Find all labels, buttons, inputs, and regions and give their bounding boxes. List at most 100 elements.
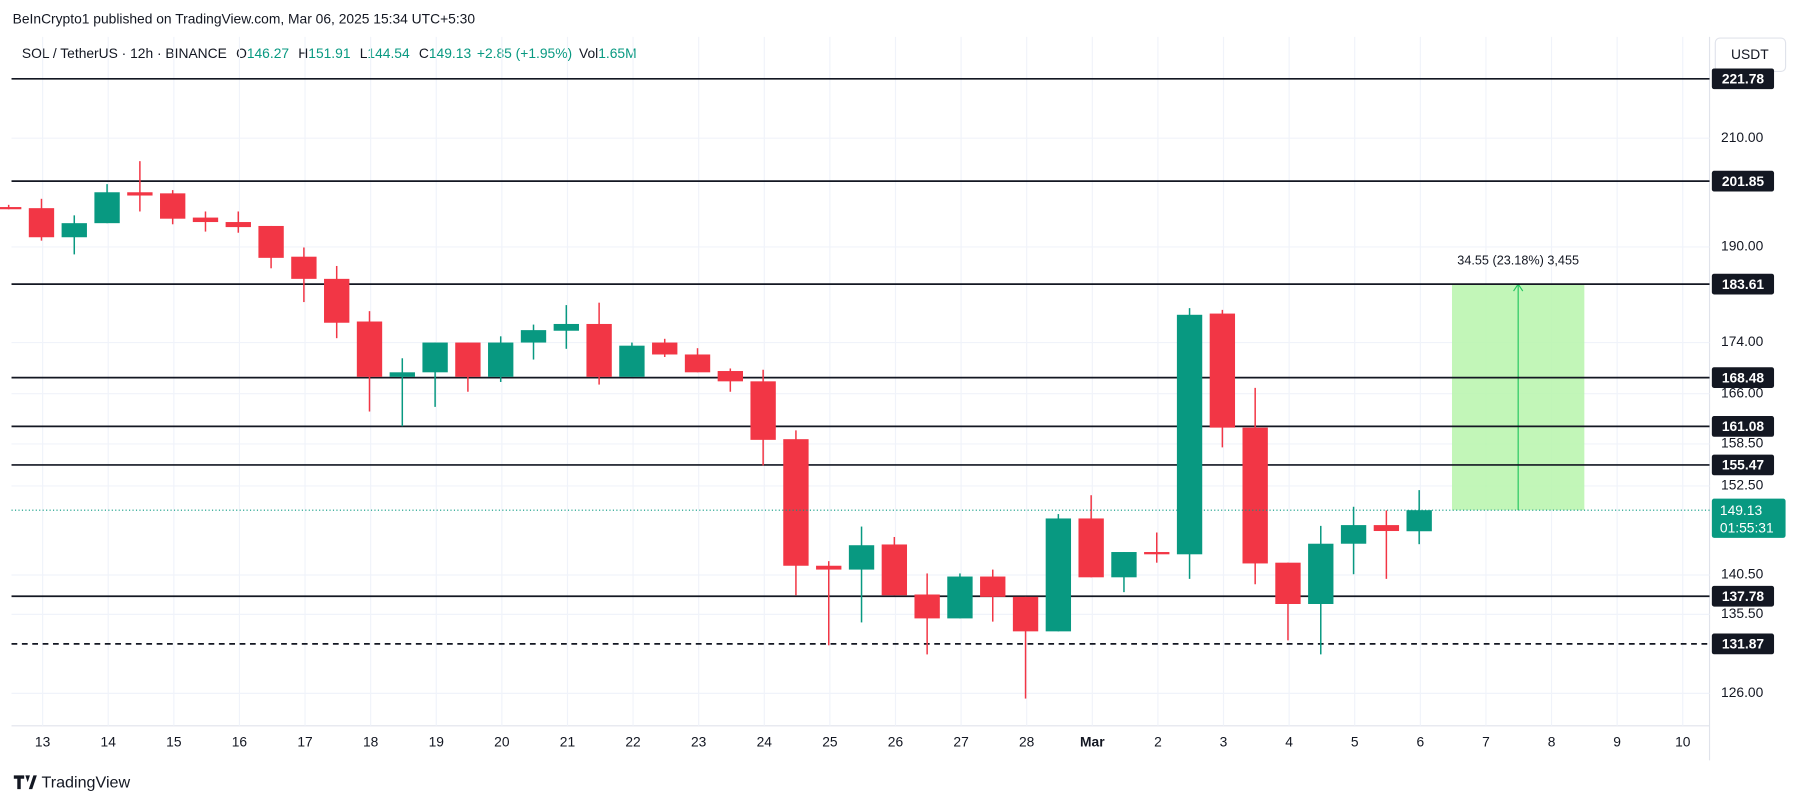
candle-body <box>0 207 22 210</box>
candle-body <box>848 545 875 570</box>
candle-body <box>1242 427 1268 564</box>
level-label: 221.78 <box>1722 71 1765 87</box>
candle-body <box>160 193 186 219</box>
candle-body <box>1308 543 1334 604</box>
candle-body <box>1012 596 1039 632</box>
legend-item: O <box>236 45 247 61</box>
legend-item: 149.13 <box>429 45 472 61</box>
x-tick-label: 5 <box>1351 734 1359 750</box>
y-tick-label: 152.50 <box>1721 477 1764 493</box>
level-label-box <box>1711 454 1775 476</box>
candle-body <box>1144 552 1170 555</box>
candle-body <box>684 354 711 373</box>
x-tick-label: 27 <box>953 734 968 750</box>
x-tick-label: 3 <box>1220 734 1228 750</box>
countdown-label: 01:55:31 <box>1720 519 1774 535</box>
x-tick-label: 25 <box>822 734 838 750</box>
level-label: 183.61 <box>1722 276 1765 292</box>
x-tick-label: 17 <box>297 734 312 750</box>
published-note: BeInCrypto1 published on TradingView.com… <box>13 10 476 26</box>
x-tick-label: 18 <box>363 734 379 750</box>
candle-body <box>1340 525 1367 544</box>
x-tick-label: 20 <box>494 734 510 750</box>
y-tick-label: 135.50 <box>1721 605 1764 621</box>
candle-body <box>816 565 842 570</box>
measure-label: 34.55 (23.18%) 3,455 <box>1457 253 1579 267</box>
candle-body <box>422 342 448 373</box>
level-label: 131.87 <box>1722 636 1765 652</box>
candle-body <box>389 372 415 377</box>
level-label-box <box>1711 633 1775 655</box>
x-tick-label: 23 <box>691 734 707 750</box>
y-tick-label: 140.50 <box>1721 566 1764 582</box>
level-label: 137.78 <box>1722 588 1765 604</box>
y-tick-label: 126.00 <box>1721 684 1764 700</box>
candle-body <box>127 192 153 196</box>
candle-body <box>619 345 645 377</box>
footer-brand: TradingView <box>41 774 130 792</box>
y-tick-label: 174.00 <box>1721 333 1764 349</box>
x-tick-label: 26 <box>888 734 904 750</box>
x-tick-label: 22 <box>625 734 640 750</box>
candle-body <box>1111 552 1137 578</box>
candle-body <box>455 342 481 377</box>
candle-body <box>947 576 973 619</box>
candle-body <box>750 381 776 440</box>
legend-item: 1.65M <box>598 45 636 61</box>
last-price-box <box>1711 498 1786 538</box>
footer-logo <box>13 775 37 790</box>
x-tick-label: 10 <box>1675 734 1691 750</box>
level-label: 201.85 <box>1722 173 1765 189</box>
candle-body <box>1275 562 1301 604</box>
level-label-box <box>1711 416 1775 437</box>
candle-body <box>225 222 251 228</box>
level-label: 155.47 <box>1722 457 1765 473</box>
x-tick-label: 19 <box>429 734 445 750</box>
legend-item: 144.54 <box>367 45 410 61</box>
x-tick-label: 15 <box>166 734 182 750</box>
level-label: 161.08 <box>1722 418 1765 434</box>
candle-body <box>783 439 809 566</box>
level-label-box <box>1711 585 1775 607</box>
legend-item: 146.27 <box>247 45 289 61</box>
x-tick-label: 4 <box>1285 734 1293 750</box>
level-label-box <box>1711 367 1775 388</box>
level-label-box <box>1711 68 1775 90</box>
candle-body <box>1209 313 1236 428</box>
x-tick-label: 6 <box>1416 734 1424 750</box>
candle-body <box>520 330 547 343</box>
candle-body <box>1373 525 1400 532</box>
level-label-box <box>1711 273 1775 295</box>
x-tick-label: 28 <box>1019 734 1035 750</box>
x-tick-label: 8 <box>1548 734 1556 750</box>
x-tick-label: 24 <box>757 734 773 750</box>
candle-body <box>586 323 612 377</box>
currency[interactable]: USDT <box>1731 46 1769 62</box>
candle-body <box>717 371 743 382</box>
x-tick-label: Mar <box>1080 734 1105 750</box>
legend-item: 151.91 <box>308 45 350 61</box>
legend-item: +2.85 (+1.95%) <box>477 45 572 61</box>
candle-body <box>61 223 87 238</box>
candle-body <box>1045 518 1072 632</box>
candle-body <box>28 208 55 238</box>
candle-body <box>291 256 317 279</box>
candle-body <box>881 544 908 596</box>
candle-body <box>1176 314 1203 555</box>
candle-body <box>914 594 940 619</box>
candle-body <box>258 225 284 258</box>
y-tick-label: 210.00 <box>1721 129 1764 145</box>
x-tick-label: 16 <box>232 734 248 750</box>
legend-item: Vol <box>579 45 598 61</box>
last-price-label: 149.13 <box>1720 502 1763 518</box>
legend-item: L <box>360 45 368 61</box>
candle-body <box>652 342 678 355</box>
x-tick-label: 2 <box>1154 734 1162 750</box>
candle-body <box>980 576 1006 597</box>
candle-body <box>553 323 579 331</box>
candle-body <box>1406 510 1432 532</box>
y-tick-label: 190.00 <box>1721 238 1764 254</box>
candle-body <box>1078 518 1104 578</box>
